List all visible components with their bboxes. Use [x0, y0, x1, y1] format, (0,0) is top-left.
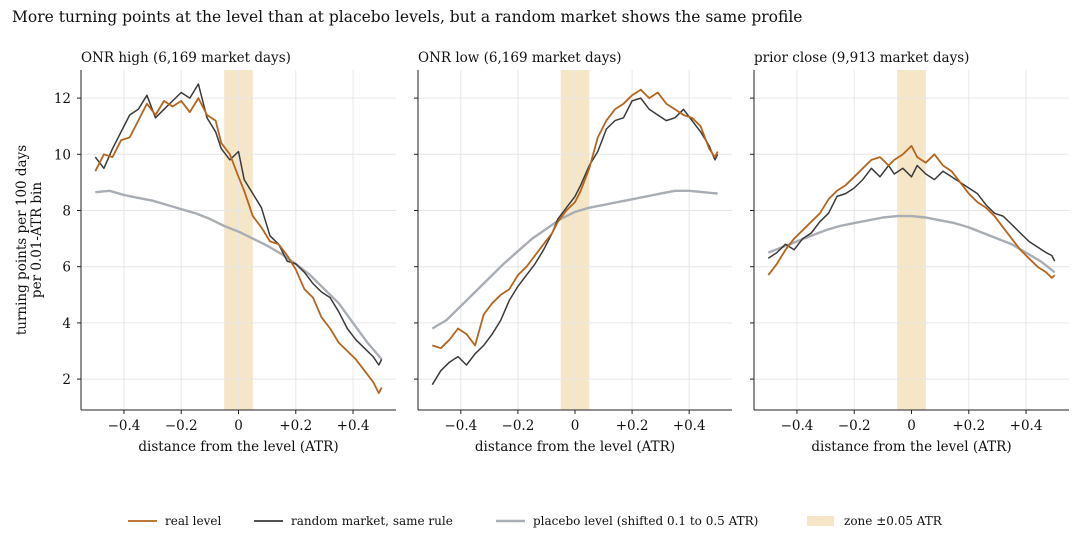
panel-2: −0.4 −0.2 0 +0.2 +0.4 ONR low (6,169 market d… — [414, 50, 732, 455]
series-line-real — [94, 97, 383, 394]
y-tick-label: 8 — [62, 203, 71, 219]
legend-label: placebo level (shifted 0.1 to 0.5 ATR) — [533, 514, 758, 528]
legend-label: real level — [165, 514, 221, 528]
legend-label: zone ±0.05 ATR — [844, 514, 943, 528]
series-line-placebo — [95, 189, 383, 361]
x-tick-label: 0 — [907, 418, 916, 434]
x-tick-label: −0.4 — [108, 418, 141, 434]
figure-title: More turning points at the level than at… — [12, 8, 803, 26]
x-tick-label: 0 — [571, 418, 580, 434]
series-line-real — [767, 145, 1056, 279]
panel-title: prior close (9,913 market days) — [754, 50, 969, 66]
x-tick-label: −0.2 — [838, 418, 871, 434]
x-axis-label: distance from the level (ATR) — [138, 439, 338, 455]
legend-item-random: random market, same rule — [254, 514, 453, 528]
y-tick-label: 10 — [54, 147, 71, 163]
x-tick-label: +0.4 — [1010, 418, 1043, 434]
x-tick-label: +0.2 — [616, 418, 649, 434]
y-axis-label: turning points per 100 days — [14, 145, 30, 335]
series-line-random — [431, 97, 719, 386]
y-axis-label: per 0.01-ATR bin — [29, 182, 45, 298]
legend-swatch-zone — [807, 516, 834, 526]
x-tick-label: −0.2 — [502, 418, 535, 434]
x-tick-label: +0.4 — [337, 418, 370, 434]
x-tick-label: 0 — [234, 418, 243, 434]
y-tick-label: 6 — [62, 260, 71, 276]
series-line-real — [432, 88, 719, 350]
chart-panels: −0.4 −0.2 0 +0.2 +0.4 2 4 6 8 10 12 ONR high (6,169… — [14, 50, 1069, 455]
panel-1: −0.4 −0.2 0 +0.2 +0.4 2 4 6 8 10 12 ONR high (6,169… — [14, 50, 396, 455]
x-tick-label: +0.2 — [952, 418, 985, 434]
panel-3: −0.4 −0.2 0 +0.2 +0.4 prior close (9,913 mark… — [750, 50, 1069, 455]
x-tick-label: −0.4 — [444, 418, 477, 434]
x-tick-label: −0.4 — [781, 418, 814, 434]
legend-label: random market, same rule — [291, 514, 453, 528]
series-line-placebo — [767, 214, 1056, 274]
panel-title: ONR low (6,169 market days) — [418, 50, 622, 66]
series-line-random — [94, 83, 383, 366]
x-axis-label: distance from the level (ATR) — [811, 439, 1011, 455]
x-tick-label: +0.4 — [673, 418, 706, 434]
legend-item-placebo: placebo level (shifted 0.1 to 0.5 ATR) — [496, 514, 758, 528]
legend-item-real: real level — [128, 514, 221, 528]
y-tick-label: 12 — [54, 91, 71, 107]
series-line-random — [767, 164, 1056, 262]
y-tick-label: 2 — [62, 372, 71, 388]
series-line-placebo — [431, 189, 718, 330]
panel-title: ONR high (6,169 market days) — [81, 50, 291, 66]
x-tick-label: +0.2 — [279, 418, 312, 434]
y-tick-label: 4 — [62, 316, 71, 332]
legend: real level random market, same rule placeb… — [128, 514, 943, 528]
legend-item-zone: zone ±0.05 ATR — [807, 514, 943, 528]
x-axis-label: distance from the level (ATR) — [475, 439, 675, 455]
x-tick-label: −0.2 — [165, 418, 198, 434]
